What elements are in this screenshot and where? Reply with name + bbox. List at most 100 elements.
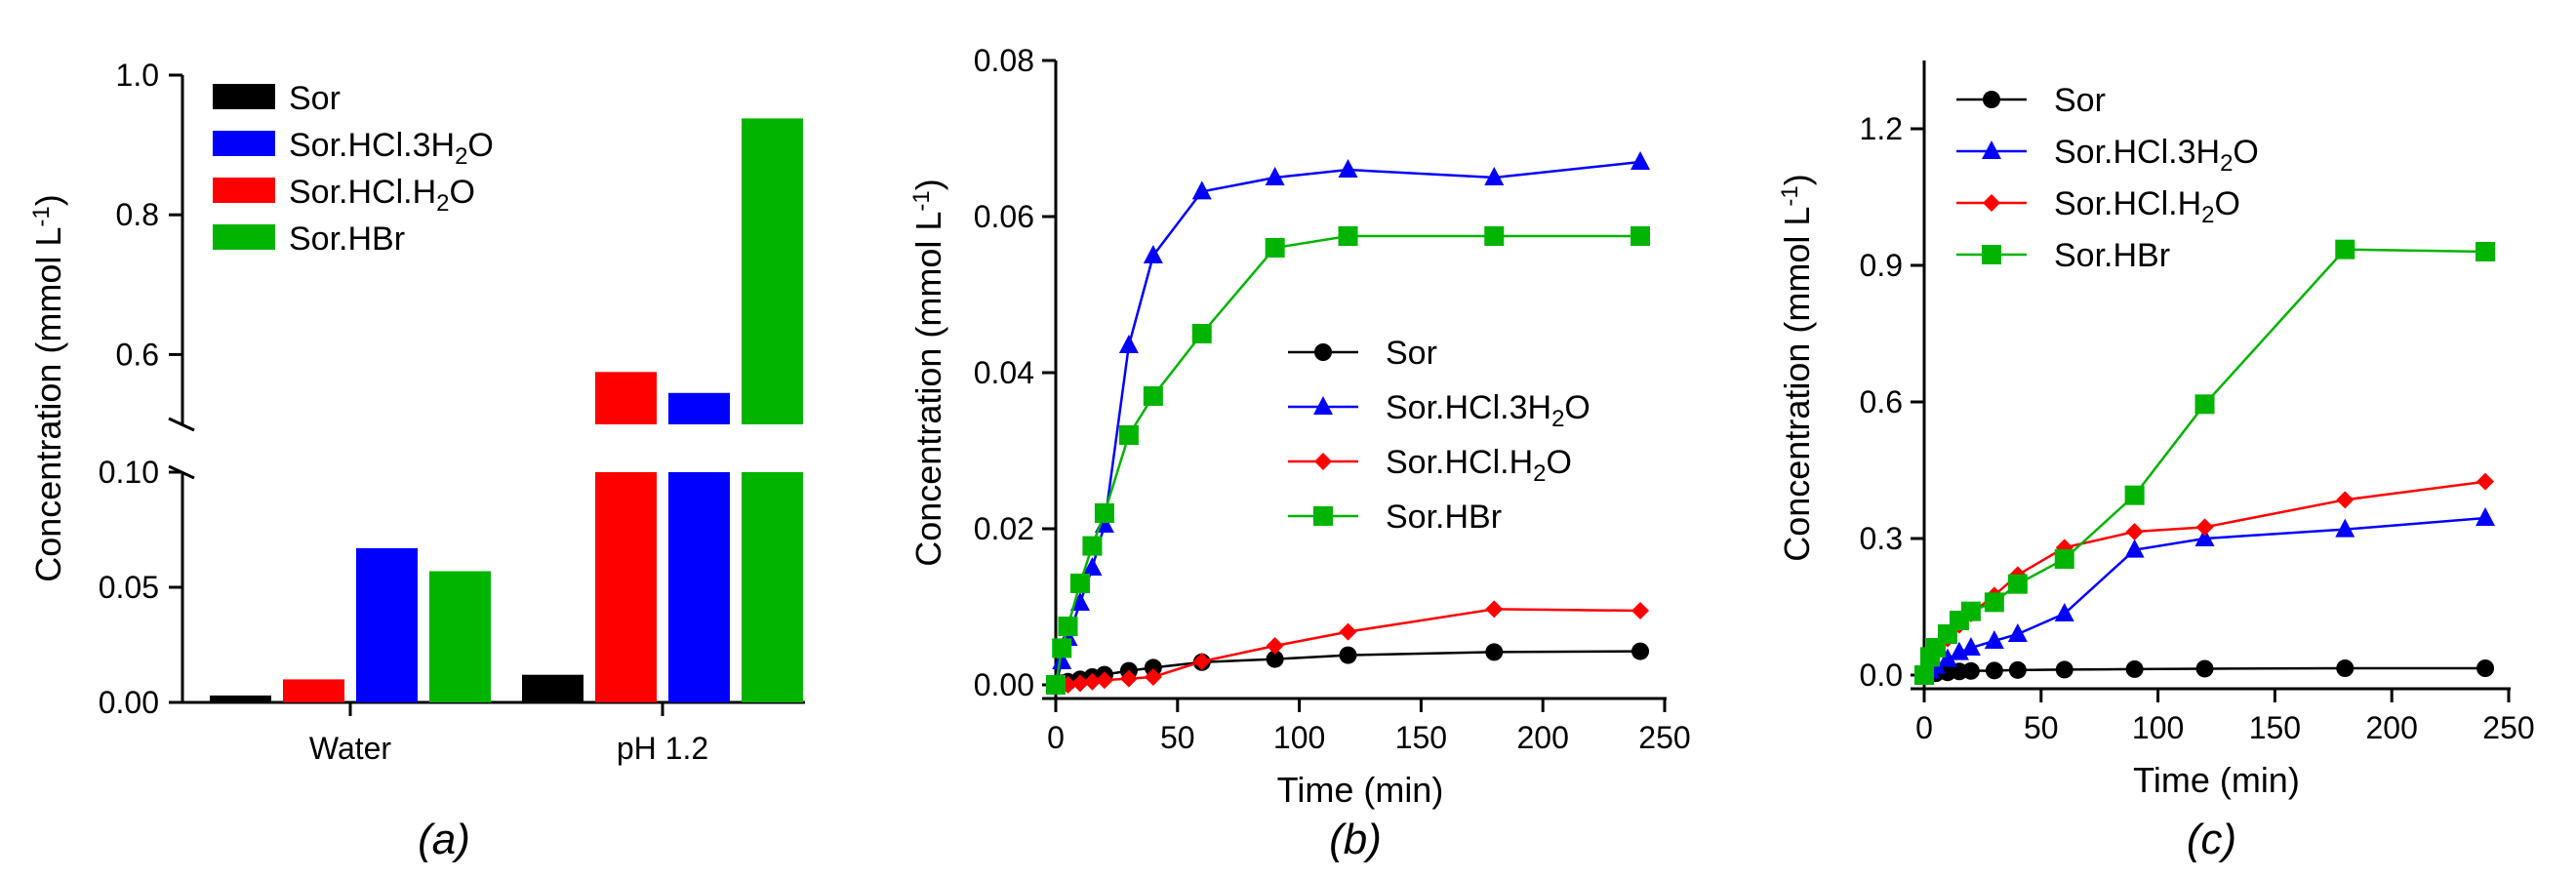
bar-sor-ph-1-2 — [522, 674, 584, 702]
point-sor-hcl-3h2o — [1082, 557, 1103, 576]
point-sor-hbr — [2054, 549, 2074, 569]
point-sor — [2055, 660, 2073, 679]
point-sor — [2008, 660, 2027, 679]
y-tick-label: 0.8 — [116, 197, 159, 232]
bar-sor-hcl-3h2o-water — [356, 547, 418, 702]
legend-label-sor-hcl-3h2o: Sor.HCl.3H2O — [2054, 134, 2259, 177]
point-sor-hcl-h2o — [1339, 622, 1357, 641]
bar-sor-water — [210, 695, 271, 702]
x-tick-label: 100 — [2132, 710, 2184, 745]
x-tick-label: 50 — [2024, 710, 2059, 745]
point-sor — [1985, 661, 2003, 680]
panel-label-panel-c: (c) — [2187, 816, 2236, 863]
y-tick-label: 0.04 — [974, 355, 1034, 390]
legend-label-sor-hcl-h2o: Sor.HCl.H2O — [2054, 185, 2240, 228]
x-tick-label: 0 — [1915, 710, 1933, 745]
y-tick-label: 1.0 — [116, 58, 159, 93]
point-sor-hcl-3h2o — [1984, 630, 2004, 649]
x-tick-label: 150 — [1395, 720, 1447, 755]
bar-sor-hbr-ph-1-2-upper — [742, 118, 803, 424]
point-sor-hcl-h2o — [2336, 491, 2355, 509]
x-axis-label: Time (min) — [1277, 770, 1444, 810]
point-sor-hcl-h2o — [1192, 653, 1211, 670]
y-tick-label: 0.06 — [974, 199, 1034, 234]
point-sor-hcl-3h2o — [1069, 592, 1090, 611]
panel-label-a: (a) — [418, 816, 470, 863]
x-tick-label-water: Water — [309, 731, 392, 766]
point-sor-hbr — [1082, 536, 1103, 556]
point-sor-hcl-h2o — [2476, 472, 2495, 491]
y-tick-label: 1.2 — [1860, 111, 1903, 146]
legend-swatch-sor-hbr — [213, 224, 275, 250]
legend-label-sor-hbr: Sor.HBr — [1386, 499, 1502, 536]
point-sor-hcl-3h2o — [1191, 180, 1212, 200]
x-tick-label: 250 — [1638, 720, 1690, 755]
point-sor-hcl-3h2o — [1265, 167, 1285, 185]
panel-c: 0 50 100 150 200 250 0.0 0.3 0.6 0.9 1.2 Time (min)… — [1777, 60, 2535, 863]
point-sor-hcl-3h2o — [2194, 528, 2215, 546]
legend-marker-sor-hcl-h2o — [1314, 453, 1332, 470]
line-sor-hbr — [1922, 248, 2486, 676]
point-sor-hcl-3h2o — [1937, 648, 1957, 667]
x-tick-label: 100 — [1273, 720, 1325, 755]
point-sor-hcl-3h2o — [1960, 637, 1981, 656]
y-tick-label: 0.9 — [1860, 248, 1903, 283]
point-sor-hcl-h2o — [1485, 600, 1504, 619]
legend-swatch-sor-hcl-h2o — [213, 178, 275, 203]
legend-label-sor-hbr: Sor.HBr — [289, 220, 405, 258]
bar-sor-hbr-water — [429, 571, 491, 702]
point-sor — [2195, 659, 2214, 678]
point-sor — [2125, 659, 2144, 678]
point-sor-hcl-h2o — [1631, 602, 1650, 619]
point-sor-hcl-3h2o — [2475, 507, 2496, 526]
legend-label-sor-hcl-3h2o: Sor.HCl.3H2O — [289, 127, 494, 170]
x-tick-label: 0 — [1047, 720, 1065, 755]
point-sor-hcl-h2o — [1070, 674, 1089, 693]
point-sor-hcl-h2o — [1144, 668, 1162, 686]
y-tick-label: 0.00 — [99, 685, 159, 720]
point-sor — [1266, 650, 1284, 668]
y-tick-label: 0.3 — [1860, 521, 1903, 556]
legend-panel-b: Sor Sor.HCl.3H2O Sor.HCl.H2O Sor.HBr — [1288, 335, 1590, 536]
bar-sor-hbr-ph-1-2 — [742, 472, 803, 702]
legend-marker-sor — [1983, 91, 2000, 108]
point-sor-hbr — [2194, 394, 2215, 415]
point-sor-hbr — [1984, 592, 2004, 613]
legend-marker-sor-hcl-h2o — [1983, 194, 2000, 212]
legend-label-sor: Sor — [1386, 335, 1437, 372]
point-sor-hbr — [1960, 601, 1981, 621]
panel-label-panel-b: (b) — [1329, 816, 1382, 863]
point-sor-hcl-3h2o — [2007, 623, 2028, 642]
x-axis-label: Time (min) — [2133, 760, 2300, 800]
x-tick-label-ph-1-2: pH 1.2 — [617, 731, 708, 766]
point-sor-hcl-3h2o — [1484, 167, 1505, 185]
legend-swatch-sor-hcl-3h2o — [213, 131, 275, 156]
point-sor-hbr — [1265, 238, 1285, 258]
point-sor-hcl-3h2o — [1143, 245, 1163, 263]
y-tick-label: 0.10 — [99, 455, 159, 490]
point-sor — [1144, 658, 1162, 677]
y-tick-label: 0.6 — [116, 337, 159, 372]
point-sor-hcl-h2o — [2195, 518, 2214, 537]
x-tick-label: 50 — [1160, 720, 1195, 755]
point-sor — [1961, 661, 1980, 680]
point-sor-hbr — [1118, 425, 1139, 445]
legend-marker-sor-hcl-3h2o — [1313, 396, 1333, 415]
point-sor-hcl-h2o — [2125, 523, 2144, 540]
y-tick-label: 0.05 — [99, 570, 159, 605]
panel-a: 0.6 0.8 1.0 0.00 0.05 0.10 Water pH 1.2 Concentr… — [28, 58, 805, 863]
point-sor-hcl-3h2o — [1630, 151, 1651, 170]
y-axis-label: Concentration (mmol L-1) — [908, 179, 948, 567]
point-sor-hbr — [1094, 503, 1114, 523]
bar-sor-hcl-h2o-water — [283, 679, 344, 702]
point-sor — [1339, 646, 1357, 664]
bar-sor-hcl-h2o-ph-1-2 — [595, 472, 657, 702]
legend-label-sor: Sor — [2054, 82, 2106, 119]
bar-sor-hcl-3h2o-ph-1-2-upper — [668, 392, 730, 424]
x-tick-label: 150 — [2249, 710, 2301, 745]
point-sor-hbr — [2124, 485, 2145, 505]
legend-label-sor-hcl-h2o: Sor.HCl.H2O — [1386, 444, 1572, 487]
point-sor-hbr — [1143, 386, 1163, 406]
